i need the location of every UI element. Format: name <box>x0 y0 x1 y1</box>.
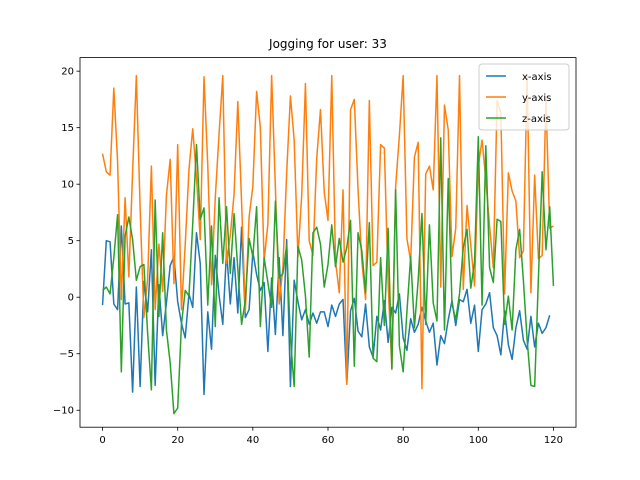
legend-label-y-axis: y-axis <box>522 93 551 104</box>
legend-label-x-axis: x-axis <box>522 72 552 83</box>
y-axis-ticks: −10 −5 0 5 10 15 20 <box>53 67 80 417</box>
series-line-z-axis <box>102 135 555 415</box>
chart-title: Jogging for user: 33 <box>268 37 387 51</box>
y-tick-label: −5 <box>59 349 74 360</box>
y-tick-label: 0 <box>68 293 74 304</box>
series-lines <box>101 74 555 415</box>
x-tick-label: 120 <box>544 435 563 446</box>
x-tick-label: 40 <box>246 435 259 446</box>
y-tick-label: 5 <box>68 236 74 247</box>
legend: x-axis y-axis z-axis <box>478 63 570 131</box>
plot-area-frame <box>79 57 577 428</box>
legend-box <box>478 63 570 131</box>
legend-label-z-axis: z-axis <box>522 114 551 125</box>
y-tick-label: −10 <box>53 406 74 417</box>
x-tick-label: 80 <box>397 435 410 446</box>
x-tick-label: 60 <box>322 435 335 446</box>
x-tick-label: 20 <box>171 435 184 446</box>
y-tick-label: 15 <box>61 123 74 134</box>
x-axis-ticks: 0 20 40 60 80 100 120 <box>99 427 563 446</box>
x-tick-label: 0 <box>99 435 105 446</box>
x-tick-label: 100 <box>469 435 488 446</box>
series-line-x-axis <box>101 225 551 396</box>
y-tick-label: 10 <box>61 180 74 191</box>
y-tick-label: 20 <box>61 67 74 78</box>
